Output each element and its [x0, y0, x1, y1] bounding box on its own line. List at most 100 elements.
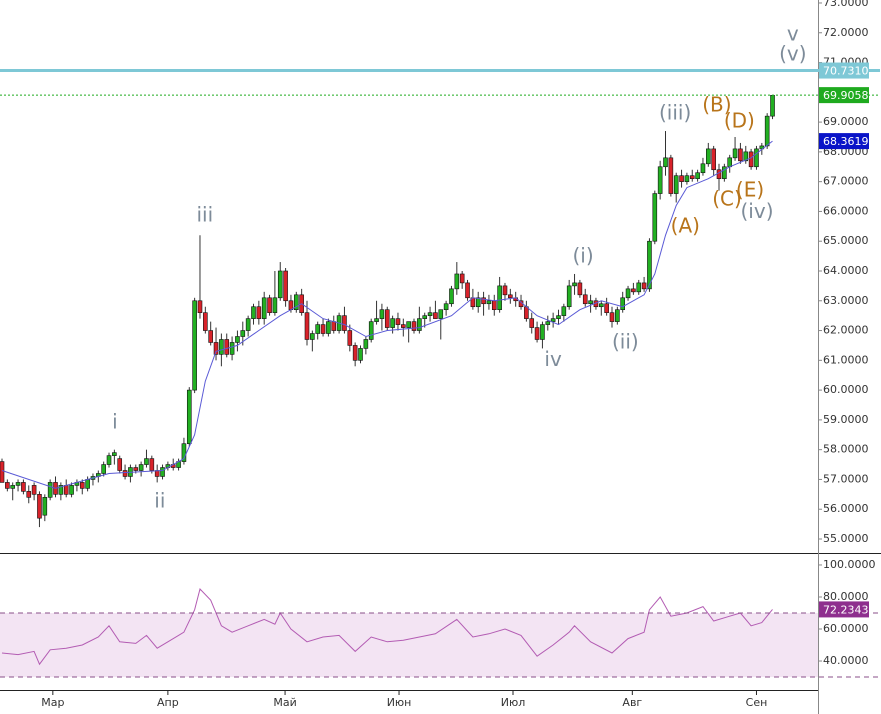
level-label: 69.9058 [819, 87, 869, 104]
candle-body [572, 282, 577, 287]
candle-body [508, 294, 513, 299]
candle-body [229, 342, 235, 355]
y-tick-label: 67.0000 [823, 175, 869, 188]
wave-label: i [112, 409, 118, 433]
candle-body [240, 330, 246, 337]
candle-body [427, 312, 433, 316]
candle-body [732, 148, 738, 159]
candle-body [112, 452, 117, 456]
candle-body [540, 324, 545, 340]
candle-body [47, 482, 53, 498]
wave-label: iv [544, 347, 562, 371]
candle-body [395, 318, 401, 325]
candle-body [417, 318, 422, 331]
wave-label: (iii) [659, 101, 691, 125]
candle-body [358, 348, 363, 361]
y-tick-label: 58.0000 [823, 443, 869, 456]
x-tick-label: Июл [501, 696, 526, 709]
candle-body [10, 485, 16, 489]
candle-body [652, 193, 658, 242]
ma-label-text: 68.3619 [823, 135, 869, 148]
candle-body [625, 288, 631, 299]
y-tick-label: 62.0000 [823, 324, 869, 337]
candle-body [689, 175, 695, 179]
wave-label: (ii) [612, 330, 639, 354]
candle-body [663, 157, 668, 168]
candle-body [711, 148, 716, 171]
candle-body [213, 342, 219, 355]
candle-body [197, 300, 203, 313]
y-tick-label: 64.0000 [823, 264, 869, 277]
level-label-bg [819, 62, 869, 79]
candle-body [31, 485, 37, 495]
plot-area [0, 588, 818, 678]
y-tick-label: 66.0000 [823, 204, 869, 217]
x-tick-label: Сен [746, 696, 768, 709]
candle-body [101, 464, 106, 474]
y-tick-label: 60.0000 [823, 622, 869, 635]
candle-body [481, 297, 486, 305]
candle-body [69, 485, 74, 495]
candle-body [106, 455, 112, 465]
moving-average [1, 140, 773, 489]
candle-body [727, 157, 733, 168]
candle-body [529, 318, 535, 328]
candle-body [133, 467, 139, 471]
ma-label: 68.3619 [819, 133, 869, 150]
candle-body [657, 166, 663, 194]
candle-body [748, 151, 754, 168]
candle-body [154, 470, 160, 477]
candle-body [497, 285, 502, 311]
candle-body [272, 297, 278, 313]
candle-body [433, 312, 438, 319]
y-tick-label: 60.0000 [823, 383, 869, 396]
candle-body [754, 148, 759, 168]
wave-label: (A) [671, 213, 700, 237]
candle-body [475, 297, 481, 308]
rsi-label-text: 72.2343 [823, 603, 869, 616]
candle-body [315, 324, 320, 334]
candle-body [85, 479, 90, 489]
candle-body [58, 485, 64, 495]
candle-body [743, 151, 749, 162]
candle-body [15, 482, 21, 486]
candle-body [631, 288, 636, 293]
wave-label: iii [196, 202, 213, 226]
candle-body [42, 497, 48, 516]
rsi-band [0, 612, 818, 678]
candle-body [347, 330, 353, 346]
candle-body [700, 163, 706, 174]
candle-body [598, 303, 604, 308]
wave-label: (B) [702, 93, 731, 117]
candle-body [449, 288, 454, 305]
candle-body [679, 175, 684, 182]
candle-body [283, 270, 288, 302]
candle-body [550, 318, 556, 322]
candle-body [363, 339, 369, 349]
candle-body [401, 324, 406, 328]
candle-body [144, 458, 149, 465]
candle-body [181, 443, 187, 462]
y-tick-label: 55.0000 [823, 532, 869, 545]
candle-body [561, 306, 567, 316]
candle-body [406, 321, 411, 328]
candle-body [641, 282, 647, 290]
y-tick-label: 61.0000 [823, 353, 869, 366]
y-tick-label: 72.0000 [823, 26, 869, 39]
candle-body [390, 318, 395, 328]
candle-body [368, 321, 374, 340]
candle-body [620, 297, 625, 311]
candle-body [588, 300, 593, 305]
candle-body [422, 315, 428, 319]
candle-body [277, 270, 283, 299]
y-tick-label: 57.0000 [823, 472, 869, 485]
candle-body [122, 470, 128, 477]
y-tick-label: 100.0000 [823, 558, 876, 571]
candle-body [267, 297, 272, 313]
y-tick-label: 73.0000 [823, 0, 869, 9]
candle-body [5, 482, 10, 489]
candle-body [219, 339, 224, 355]
rsi-label-bg [819, 601, 869, 618]
